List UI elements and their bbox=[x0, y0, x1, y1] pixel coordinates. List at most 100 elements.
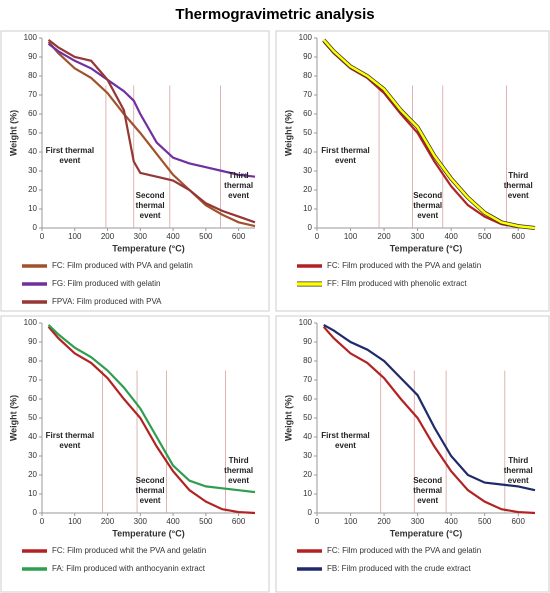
annotation: First thermal event bbox=[45, 145, 95, 165]
y-tick-label: 80 bbox=[303, 356, 312, 365]
y-axis-label: Weight (%) bbox=[8, 110, 18, 156]
y-tick-label: 50 bbox=[303, 128, 312, 137]
x-axis-label: Temperature (°C) bbox=[112, 243, 184, 253]
x-axis-label: Temperature (°C) bbox=[112, 528, 184, 538]
x-tick-label: 500 bbox=[478, 232, 492, 241]
y-tick-label: 100 bbox=[299, 318, 313, 327]
x-tick-label: 0 bbox=[40, 232, 45, 241]
y-tick-label: 100 bbox=[299, 33, 313, 42]
x-tick-label: 600 bbox=[512, 517, 526, 526]
x-tick-label: 600 bbox=[232, 517, 246, 526]
y-tick-label: 60 bbox=[28, 109, 37, 118]
series-line bbox=[323, 323, 536, 492]
y-tick-label: 40 bbox=[28, 147, 37, 156]
x-tick-label: 500 bbox=[478, 517, 492, 526]
x-tick-label: 200 bbox=[101, 517, 115, 526]
annotation: Second thermal event bbox=[413, 191, 443, 221]
y-tick-label: 20 bbox=[303, 185, 312, 194]
legend-label: FC: Film produced whit the PVA and gelat… bbox=[52, 546, 206, 555]
annotation: First thermal event bbox=[321, 145, 370, 165]
annotation: Second thermal event bbox=[413, 476, 443, 506]
x-tick-label: 100 bbox=[68, 232, 82, 241]
y-tick-label: 0 bbox=[33, 223, 38, 232]
x-tick-label: 400 bbox=[166, 517, 180, 526]
series-line bbox=[322, 326, 536, 515]
y-tick-label: 70 bbox=[303, 90, 312, 99]
y-tick-label: 60 bbox=[28, 394, 37, 403]
y-tick-label: 10 bbox=[28, 204, 37, 213]
x-axis-label: Temperature (°C) bbox=[390, 528, 462, 538]
x-tick-label: 600 bbox=[232, 232, 246, 241]
panel-border bbox=[275, 315, 550, 593]
x-tick-label: 300 bbox=[134, 517, 148, 526]
legend-label: FG: Film produced with gelatin bbox=[52, 279, 161, 288]
legend-label: FC: Film produced with the PVA and gelat… bbox=[327, 261, 481, 270]
y-tick-label: 80 bbox=[28, 356, 37, 365]
annotation: Third thermal event bbox=[224, 170, 254, 200]
y-axis-label: Weight (%) bbox=[8, 395, 18, 441]
series-line bbox=[47, 39, 256, 224]
y-tick-label: 90 bbox=[28, 337, 37, 346]
y-tick-label: 60 bbox=[303, 394, 312, 403]
y-tick-label: 50 bbox=[28, 413, 37, 422]
y-tick-label: 10 bbox=[303, 489, 312, 498]
y-tick-label: 30 bbox=[28, 451, 37, 460]
panel-border bbox=[0, 30, 270, 312]
y-tick-label: 80 bbox=[303, 71, 312, 80]
x-tick-label: 200 bbox=[377, 232, 391, 241]
y-tick-label: 0 bbox=[308, 223, 313, 232]
x-tick-label: 400 bbox=[444, 517, 458, 526]
series-line bbox=[47, 42, 256, 178]
y-tick-label: 90 bbox=[303, 52, 312, 61]
y-tick-label: 0 bbox=[33, 508, 38, 517]
y-tick-label: 40 bbox=[303, 432, 312, 441]
x-tick-label: 100 bbox=[344, 232, 358, 241]
y-tick-label: 50 bbox=[303, 413, 312, 422]
series-line bbox=[47, 324, 256, 494]
y-tick-label: 60 bbox=[303, 109, 312, 118]
y-tick-label: 40 bbox=[303, 147, 312, 156]
annotation: Second thermal event bbox=[135, 476, 165, 506]
y-tick-label: 30 bbox=[303, 451, 312, 460]
series-line bbox=[47, 41, 256, 228]
y-tick-label: 50 bbox=[28, 128, 37, 137]
annotation: First thermal event bbox=[45, 430, 95, 450]
legend-label: FF: Film produced with phenolic extract bbox=[327, 279, 467, 288]
legend-label: FA: Film produced with anthocyanin extra… bbox=[52, 564, 206, 573]
series-line bbox=[47, 326, 256, 515]
figure-title: Thermogravimetric analysis bbox=[175, 6, 374, 23]
x-tick-label: 500 bbox=[199, 232, 213, 241]
annotation: Third thermal event bbox=[503, 455, 533, 485]
x-tick-label: 300 bbox=[411, 517, 425, 526]
legend-label: FC: Film produced with PVA and gelatin bbox=[52, 261, 193, 270]
legend-label: FC: Film produced with the PVA and gelat… bbox=[327, 546, 481, 555]
y-tick-label: 10 bbox=[28, 489, 37, 498]
x-tick-label: 0 bbox=[40, 517, 45, 526]
x-tick-label: 100 bbox=[344, 517, 358, 526]
y-tick-label: 70 bbox=[28, 90, 37, 99]
y-tick-label: 90 bbox=[28, 52, 37, 61]
annotation: Third thermal event bbox=[503, 170, 533, 200]
x-tick-label: 600 bbox=[512, 232, 526, 241]
panel-border bbox=[0, 315, 270, 593]
annotation: Third thermal event bbox=[224, 455, 254, 485]
y-tick-label: 100 bbox=[24, 33, 38, 42]
x-tick-label: 300 bbox=[411, 232, 425, 241]
y-tick-label: 20 bbox=[28, 185, 37, 194]
x-axis-label: Temperature (°C) bbox=[390, 243, 462, 253]
x-tick-label: 200 bbox=[101, 232, 115, 241]
y-tick-label: 10 bbox=[303, 204, 312, 213]
x-tick-label: 200 bbox=[377, 517, 391, 526]
legend-label: FB: Film produced with the crude extract bbox=[327, 564, 471, 573]
x-tick-label: 300 bbox=[134, 232, 148, 241]
y-tick-label: 80 bbox=[28, 71, 37, 80]
y-tick-label: 30 bbox=[28, 166, 37, 175]
x-tick-label: 400 bbox=[166, 232, 180, 241]
y-tick-label: 100 bbox=[24, 318, 38, 327]
series-line bbox=[322, 39, 536, 230]
y-tick-label: 0 bbox=[308, 508, 313, 517]
annotation: Second thermal event bbox=[135, 191, 165, 221]
y-axis-label: Weight (%) bbox=[283, 110, 293, 156]
